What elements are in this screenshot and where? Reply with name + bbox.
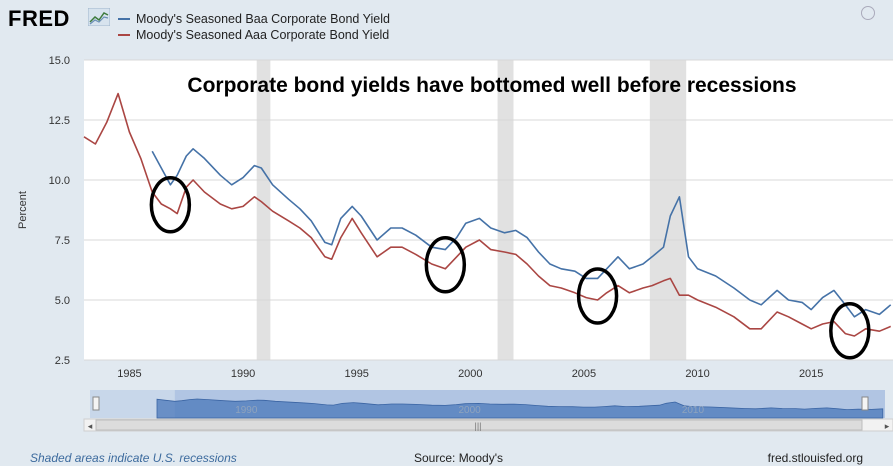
series-line-aaa (83, 92, 892, 337)
navigator-right-handle[interactable] (861, 396, 869, 411)
x-tick-label: 1995 (344, 368, 368, 380)
bottom-circle (829, 302, 871, 360)
bottom-markers (149, 176, 871, 360)
sparkline-logo-icon (88, 8, 110, 26)
series-line-baa (151, 148, 892, 318)
gridlines (84, 59, 893, 361)
x-tick-label: 2015 (799, 368, 823, 380)
recession-bands (256, 60, 687, 360)
y-tick-label: 10.0 (49, 175, 70, 187)
line-chart: 2.5 5.0 7.5 10.0 12.5 15.0 1985 1990 1995 2000 20… (17, 55, 893, 380)
recession-band-0 (256, 60, 271, 360)
recession-band-2 (649, 60, 687, 360)
navigator-tick-label: 1990 (235, 405, 258, 416)
navigator-tick-label: 2010 (682, 405, 705, 416)
x-tick-label: 1985 (117, 368, 141, 380)
recession-note: Shaded areas indicate U.S. recessions (30, 451, 237, 465)
legend-swatch-baa (118, 18, 130, 20)
scrollbar-right-arrow-icon[interactable]: ▸ (885, 421, 890, 431)
plot-background (84, 60, 893, 360)
legend-label-baa: Moody's Seasoned Baa Corporate Bond Yiel… (136, 12, 390, 26)
fred-logo[interactable]: FRED (8, 6, 70, 31)
y-tick-label: 2.5 (55, 355, 70, 367)
legend-item-baa[interactable]: Moody's Seasoned Baa Corporate Bond Yiel… (118, 12, 390, 26)
legend-item-aaa[interactable]: Moody's Seasoned Aaa Corporate Bond Yiel… (118, 28, 389, 42)
chart-annotation: Corporate bond yields have bottomed well… (187, 74, 796, 97)
bottom-circle (149, 176, 192, 234)
x-axis-ticks: 1985 1990 1995 2000 2005 2010 2015 (117, 368, 823, 380)
legend-label-aaa: Moody's Seasoned Aaa Corporate Bond Yiel… (136, 28, 390, 42)
y-axis-ticks: 2.5 5.0 7.5 10.0 12.5 15.0 (49, 55, 70, 367)
bottom-circle (576, 267, 619, 325)
x-tick-label: 2000 (458, 368, 482, 380)
navigator-area-series (156, 398, 884, 419)
x-tick-label: 2010 (685, 368, 709, 380)
chart-footer: Shaded areas indicate U.S. recessions So… (0, 448, 893, 466)
x-tick-label: 2005 (572, 368, 596, 380)
y-tick-label: 5.0 (55, 295, 70, 307)
circle-icon[interactable] (861, 6, 875, 20)
scrollbar-left-arrow-icon[interactable]: ◂ (88, 421, 93, 431)
series-lines (83, 92, 892, 337)
chart-header: FRED Moody's Seasoned Baa Corporate Bond… (0, 0, 893, 48)
source-note: Source: Moody's (414, 451, 503, 465)
navigator-tick-label: 2000 (459, 405, 482, 416)
navigator-ticks: 1990 2000 2010 (235, 405, 704, 416)
x-tick-label: 1990 (231, 368, 255, 380)
legend-swatch-aaa (118, 34, 130, 36)
range-navigator[interactable]: 1990 2000 2010 ◂ ▸ ||| (0, 390, 893, 432)
navigator-left-handle[interactable] (92, 396, 100, 411)
y-tick-label: 12.5 (49, 115, 70, 127)
recession-band-1 (497, 60, 514, 360)
y-tick-label: 7.5 (55, 235, 70, 247)
scrollbar-grip-icon[interactable]: ||| (474, 421, 481, 431)
bottom-circle (424, 236, 467, 294)
y-tick-label: 15.0 (49, 55, 70, 67)
site-link[interactable]: fred.stlouisfed.org (767, 451, 863, 465)
scrollbar-thumb[interactable] (95, 419, 863, 431)
y-axis-label: Percent (17, 191, 29, 229)
